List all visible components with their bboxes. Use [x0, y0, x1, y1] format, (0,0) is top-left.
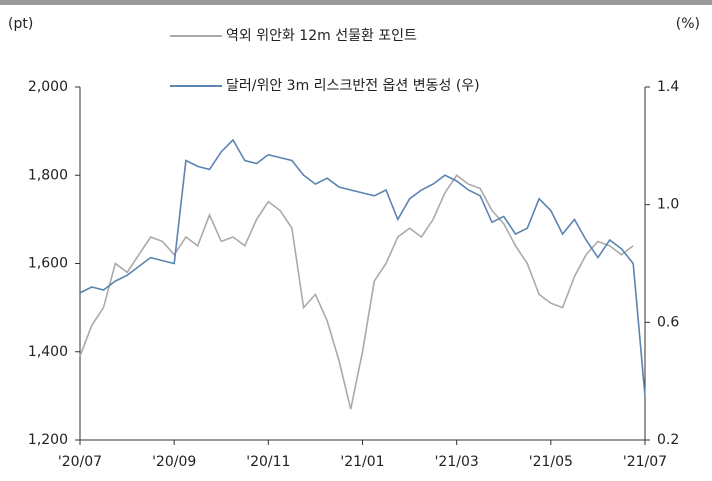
y-axis-label: (pt): [8, 16, 33, 32]
y2-tick-label: 0.2: [657, 432, 679, 448]
top-bar: [0, 0, 712, 5]
x-tick-label: '20/09: [152, 454, 196, 470]
y2-axis-label: (%): [676, 16, 700, 32]
x-tick-label: '21/01: [340, 454, 384, 470]
legend-label: 역외 위안화 12m 선물환 포인트: [226, 28, 417, 44]
x-tick-label: '20/11: [246, 454, 290, 470]
x-tick-label: '21/05: [529, 454, 573, 470]
y-tick-label: 2,000: [28, 79, 68, 95]
y-tick-label: 1,600: [28, 256, 68, 272]
y-tick-label: 1,800: [28, 167, 68, 183]
series-line: [79, 174, 634, 410]
x-tick-label: '21/07: [623, 454, 667, 470]
y2-tick-label: 1.4: [657, 79, 679, 95]
x-tick-label: '20/07: [58, 454, 102, 470]
y2-tick-label: 0.6: [657, 314, 679, 330]
y2-tick-label: 1.0: [657, 197, 679, 213]
y-tick-label: 1,400: [28, 344, 68, 360]
series-line: [79, 138, 646, 396]
legend-label: 달러/위안 3m 리스크반전 옵션 변동성 (우): [226, 78, 480, 94]
y-tick-label: 1,200: [28, 432, 68, 448]
x-tick-label: '21/03: [435, 454, 479, 470]
